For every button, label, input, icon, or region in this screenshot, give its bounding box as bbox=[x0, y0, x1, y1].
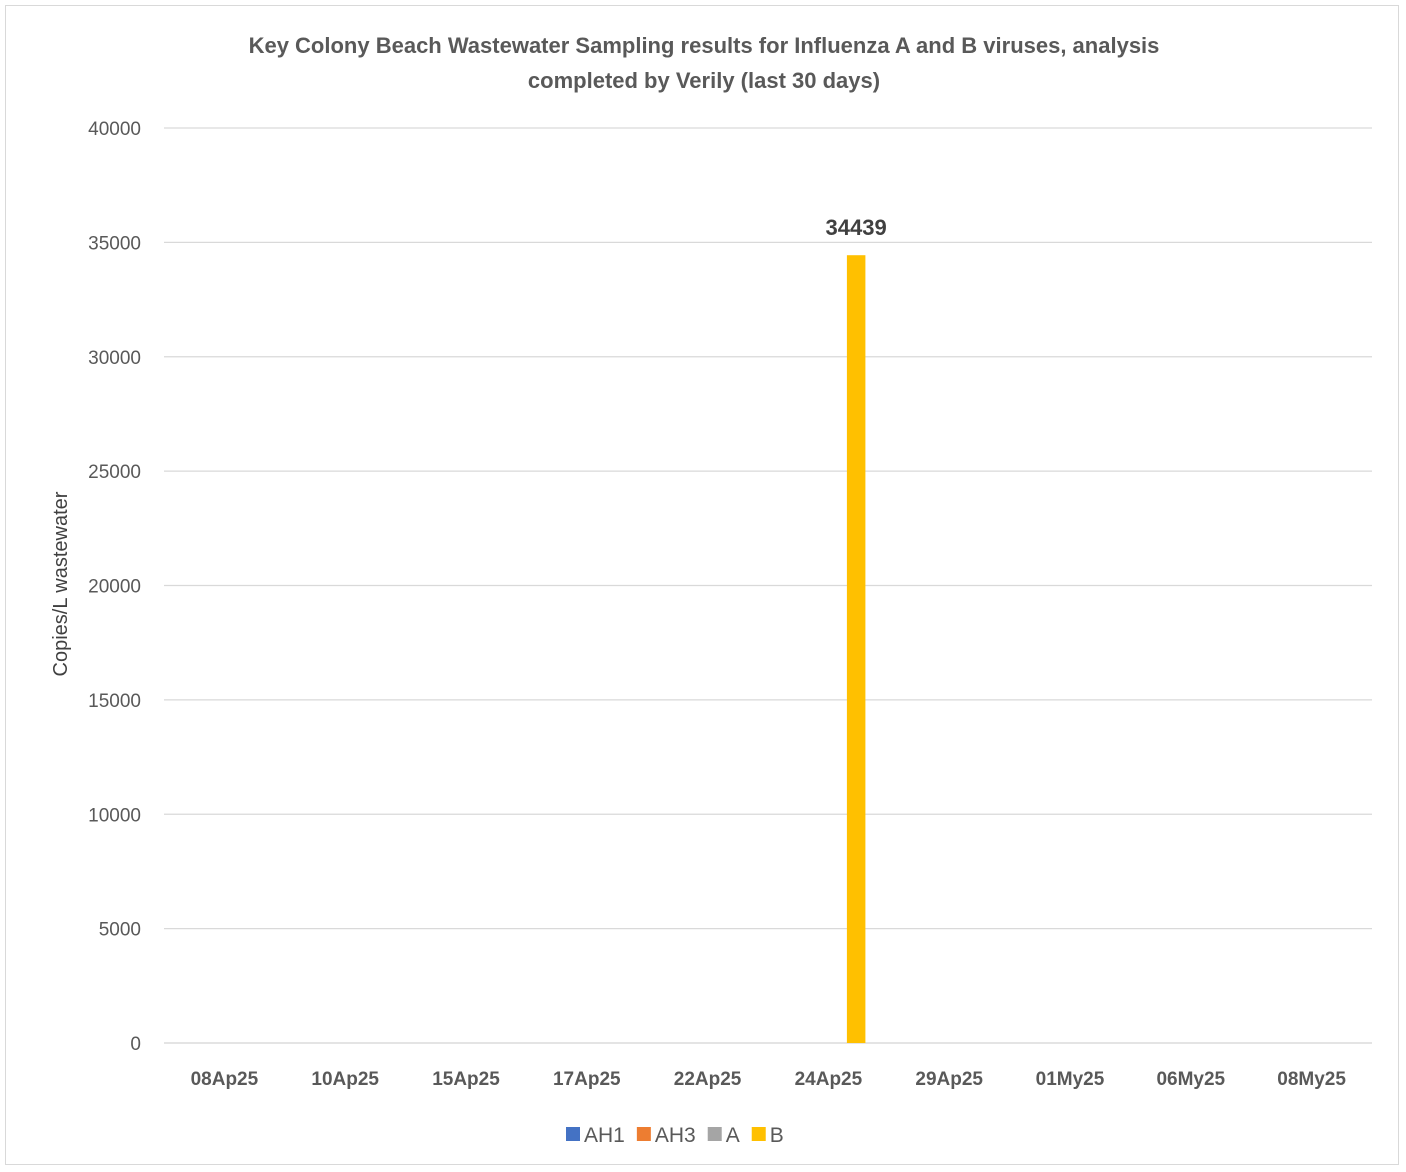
y-tick-label-25000: 25000 bbox=[88, 462, 141, 483]
x-axis-categories: 08Ap25 10Ap25 15Ap25 17Ap25 22Ap25 24Ap25 29Ap… bbox=[191, 1069, 1347, 1090]
x-category-29Ap25: 29Ap25 bbox=[915, 1069, 983, 1090]
x-category-06My25: 06My25 bbox=[1156, 1069, 1225, 1090]
y-tick-label-0: 0 bbox=[130, 1034, 141, 1055]
data-labels: 34439 bbox=[826, 215, 887, 240]
x-category-15Ap25: 15Ap25 bbox=[432, 1069, 500, 1090]
y-tick-label-10000: 10000 bbox=[88, 805, 141, 826]
x-category-10Ap25: 10Ap25 bbox=[311, 1069, 379, 1090]
x-category-22Ap25: 22Ap25 bbox=[674, 1069, 742, 1090]
x-category-24Ap25: 24Ap25 bbox=[795, 1069, 863, 1090]
y-tick-label-15000: 15000 bbox=[88, 691, 141, 712]
gridlines bbox=[164, 127, 1372, 1044]
x-category-08My25: 08My25 bbox=[1277, 1069, 1346, 1090]
bars bbox=[846, 255, 866, 1043]
legend-swatch-AH3 bbox=[636, 1127, 651, 1141]
legend-swatch-B bbox=[751, 1127, 766, 1141]
chart-title-line-2: completed by Verily (last 30 days) bbox=[528, 68, 880, 93]
y-axis-label: Copies/L wastewater bbox=[50, 491, 72, 676]
legend-swatch-AH1 bbox=[566, 1127, 580, 1141]
y-tick-label-40000: 40000 bbox=[88, 119, 141, 140]
bar-B-24Ap25 bbox=[846, 255, 866, 1043]
legend-label-AH1: AH1 bbox=[584, 1124, 625, 1147]
chart-title: Key Colony Beach Wastewater Sampling res… bbox=[249, 33, 1160, 93]
legend-label-AH3: AH3 bbox=[655, 1124, 696, 1147]
y-tick-label-30000: 30000 bbox=[88, 348, 141, 369]
y-tick-label-20000: 20000 bbox=[88, 577, 141, 598]
data-label-B-24Ap25: 34439 bbox=[826, 215, 887, 240]
y-tick-label-5000: 5000 bbox=[99, 920, 141, 941]
x-category-01My25: 01My25 bbox=[1036, 1069, 1105, 1090]
chart-title-line-1: Key Colony Beach Wastewater Sampling res… bbox=[249, 33, 1160, 58]
x-category-08Ap25: 08Ap25 bbox=[191, 1069, 259, 1090]
legend-label-A: A bbox=[726, 1124, 740, 1147]
y-axis-ticks: 0 5000 10000 15000 20000 25000 30000 35000 40000 bbox=[88, 119, 141, 1055]
y-tick-label-35000: 35000 bbox=[88, 233, 141, 254]
legend-label-B: B bbox=[770, 1124, 784, 1147]
legend-swatch-A bbox=[707, 1127, 722, 1141]
x-category-17Ap25: 17Ap25 bbox=[553, 1069, 621, 1090]
legend: AH1 AH3 A B bbox=[566, 1124, 784, 1147]
